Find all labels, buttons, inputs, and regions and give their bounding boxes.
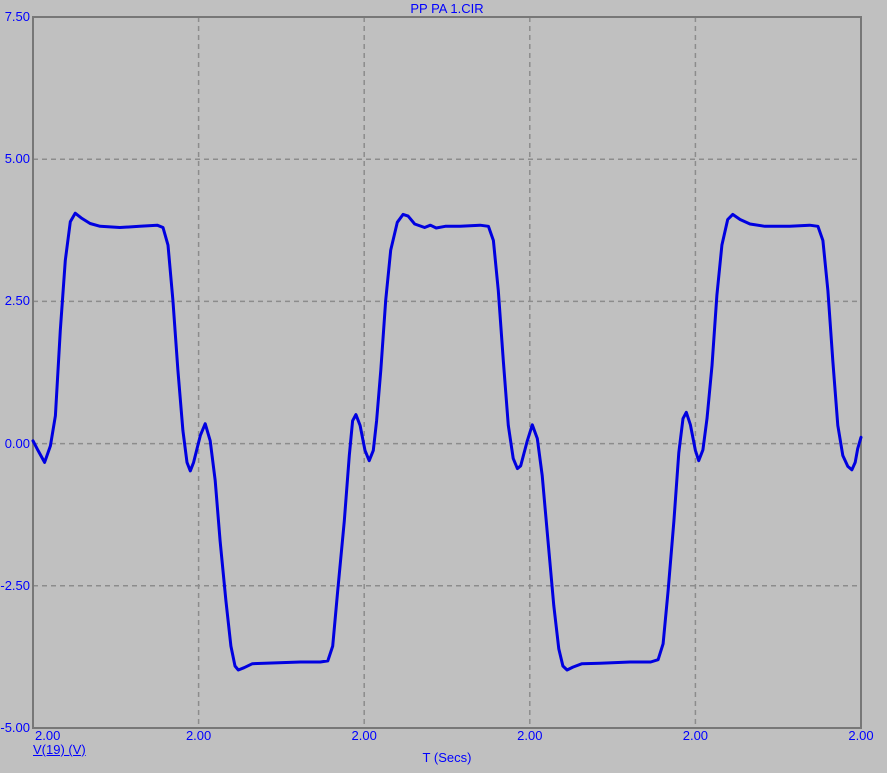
x-axis-title: T (Secs) (422, 750, 472, 765)
x-tick-label: 2.00 (682, 728, 709, 743)
y-tick-label: 7.50 (4, 9, 30, 24)
x-tick-label: 2.00 (351, 728, 377, 743)
x-tick-label: 2.00 (185, 728, 212, 743)
y-tick-label: 5.00 (4, 151, 30, 167)
waveform-trace-v19 (31, 211, 863, 672)
x-tick-label: 2.00 (848, 728, 874, 743)
legend-trace-v19[interactable]: V(19) (V) (33, 742, 86, 757)
y-tick-label: -2.50 (0, 577, 30, 593)
x-tick-label: 2.00 (517, 728, 543, 743)
y-tick-label: -5.00 (0, 720, 30, 735)
plot-border (32, 16, 862, 729)
y-tick-label: 0.00 (4, 435, 30, 451)
y-tick-label: 2.50 (4, 293, 30, 309)
plot-title: PP PA 1.CIR (410, 1, 484, 16)
x-tick-label: 2.00 (35, 728, 61, 743)
